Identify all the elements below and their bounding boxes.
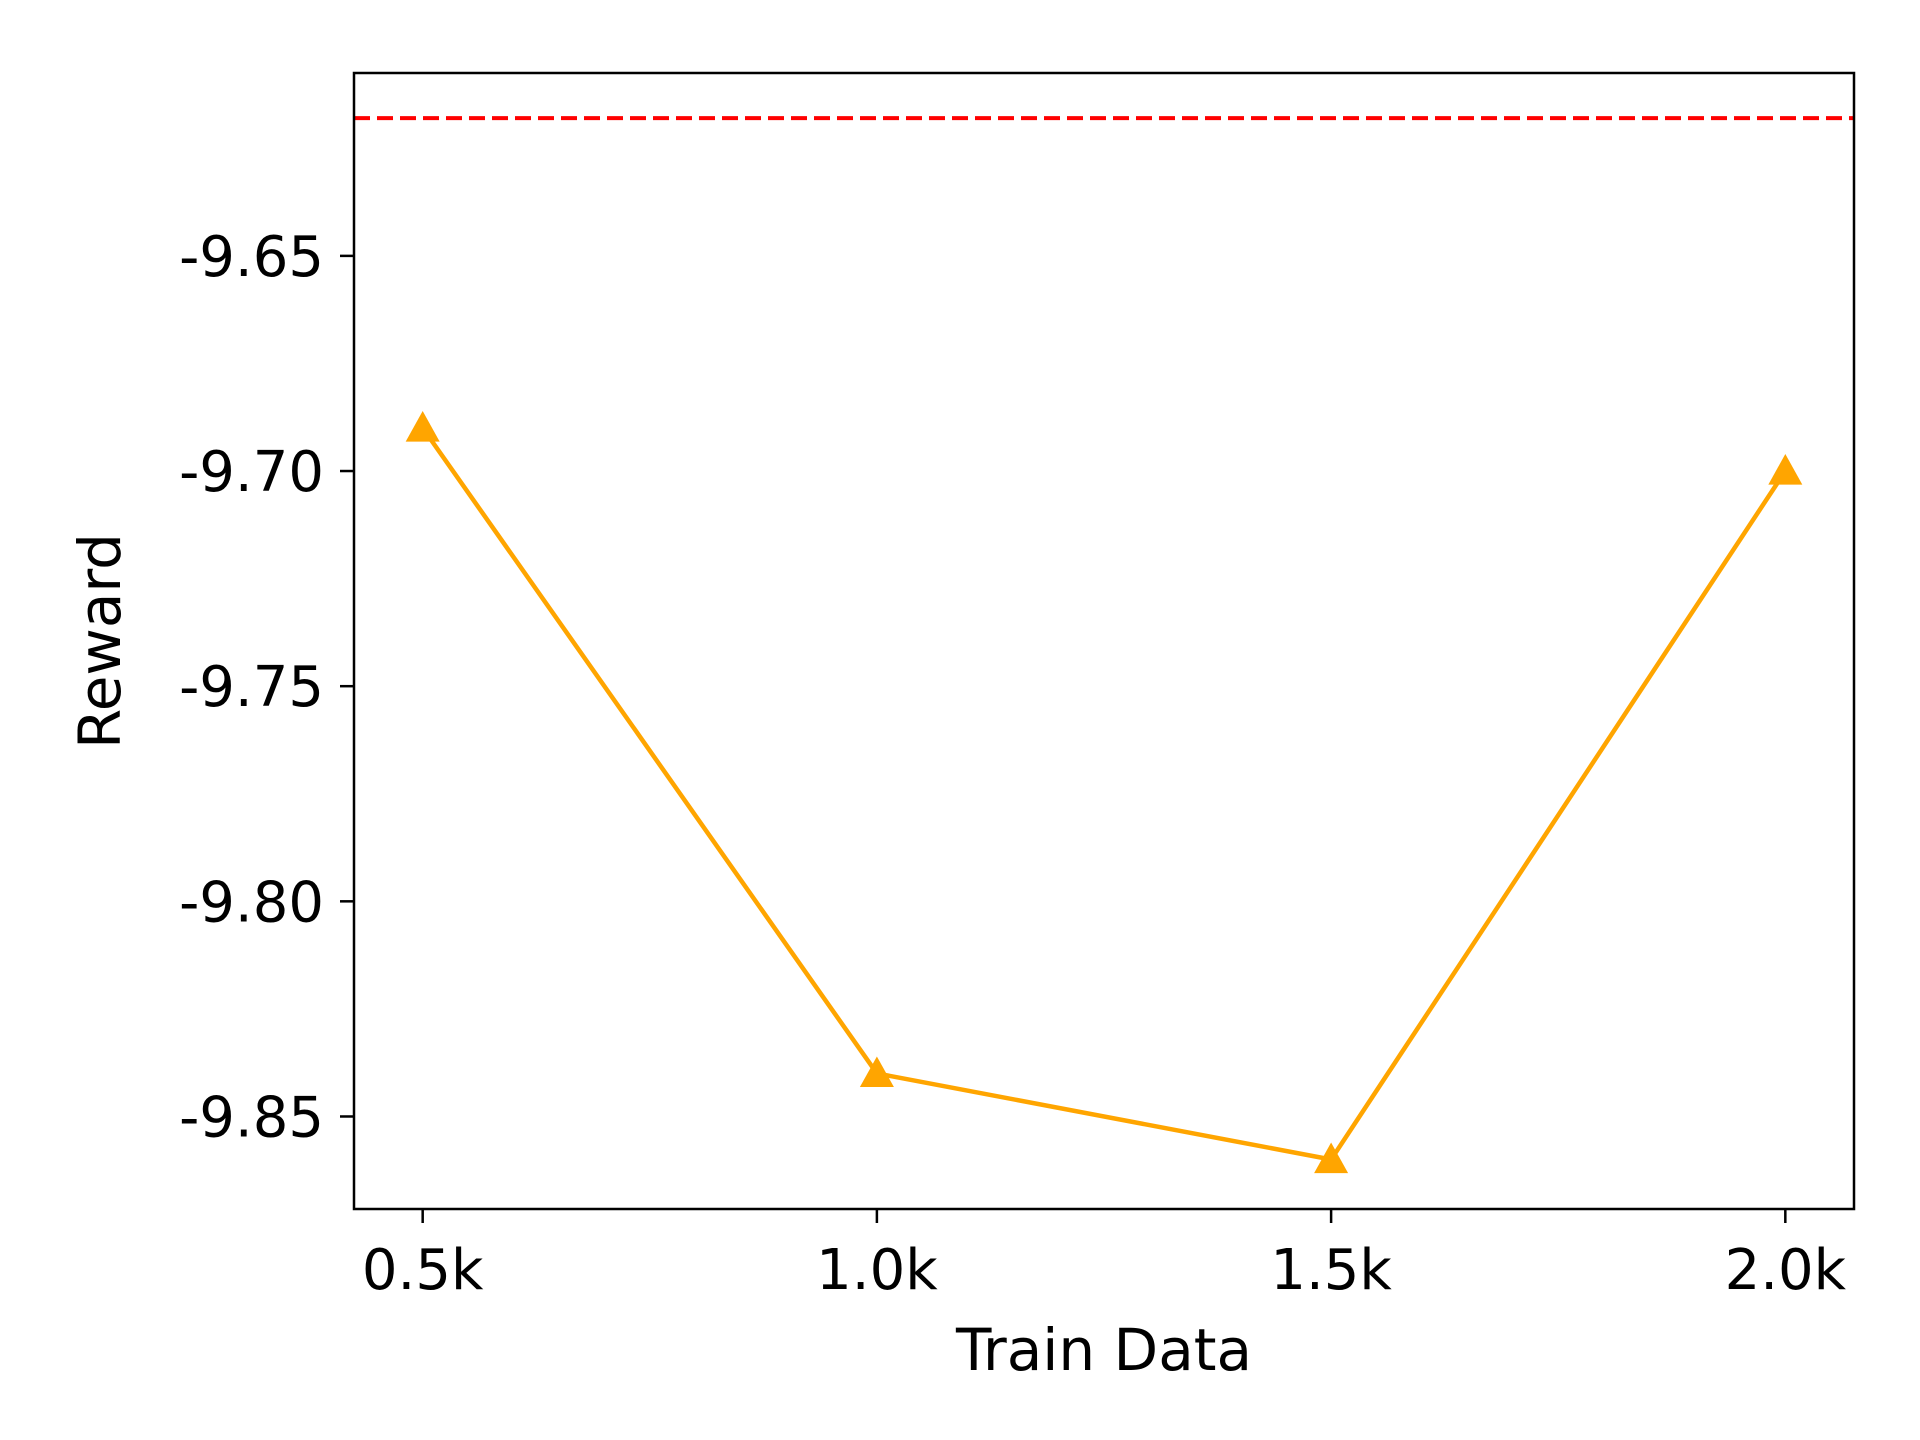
data-point-marker-0 bbox=[405, 411, 440, 442]
data-point-marker-1 bbox=[859, 1056, 894, 1088]
y-axis-ticks: -9.65 -9.70 -9.75 -9.80 -9.85 bbox=[179, 225, 354, 1150]
x-tick-label-0: 0.5k bbox=[362, 1238, 484, 1303]
series-markers bbox=[405, 411, 1803, 1174]
y-tick-label-4: -9.85 bbox=[179, 1085, 324, 1150]
x-tick-label-3: 2.0k bbox=[1725, 1238, 1847, 1303]
y-axis-title: Reward bbox=[66, 533, 134, 749]
series-lines bbox=[420, 426, 1788, 1162]
x-tick-label-1: 1.0k bbox=[816, 1238, 938, 1303]
data-point-marker-3 bbox=[1768, 454, 1803, 485]
y-tick-label-1: -9.70 bbox=[179, 440, 324, 505]
x-axis-title: Train Data bbox=[955, 1316, 1252, 1384]
y-tick-label-3: -9.80 bbox=[179, 870, 324, 935]
x-axis-ticks: 0.5k 1.0k 1.5k 2.0k bbox=[362, 1209, 1847, 1303]
x-tick-label-2: 1.5k bbox=[1270, 1238, 1392, 1303]
data-point-marker-2 bbox=[1314, 1142, 1349, 1174]
plot-frame bbox=[352, 71, 1856, 1211]
y-tick-label-0: -9.65 bbox=[179, 225, 324, 290]
y-tick-label-2: -9.75 bbox=[179, 655, 324, 720]
series-line-0 bbox=[420, 426, 1788, 1162]
